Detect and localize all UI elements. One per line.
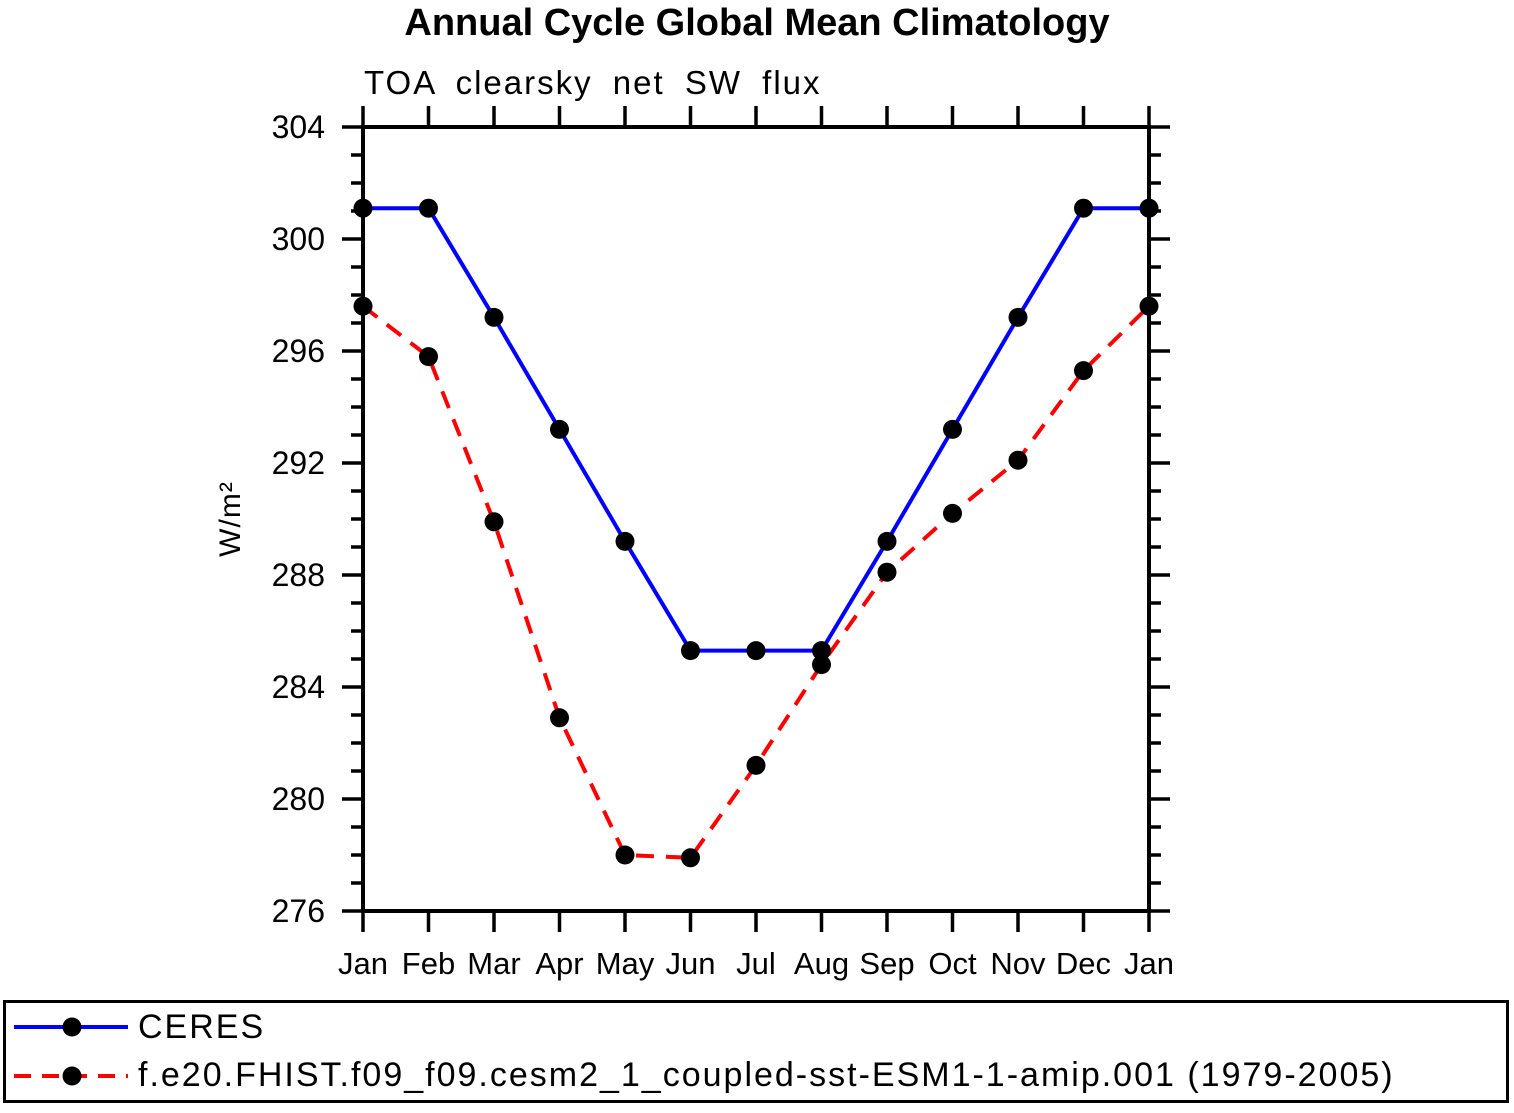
data-point-model <box>1139 296 1159 316</box>
y-tick-label: 304 <box>272 109 325 145</box>
y-tick-label: 284 <box>272 669 325 705</box>
data-point-model <box>746 755 766 775</box>
x-tick-label: Jul <box>736 946 776 981</box>
data-point-ceres <box>419 198 438 218</box>
y-tick-label: 292 <box>272 445 325 481</box>
data-point-model <box>943 503 962 523</box>
y-tick-label: 300 <box>272 221 325 257</box>
data-point-ceres <box>681 641 700 661</box>
x-tick-label: Mar <box>467 946 520 981</box>
legend-item-model: f.e20.FHIST.f09_f09.cesm2_1_coupled-sst-… <box>6 1052 1506 1101</box>
chart-subtitle: TOA clearsky net SW flux <box>364 64 822 101</box>
model-line-sample <box>14 1066 128 1086</box>
x-tick-label: Jan <box>338 946 388 981</box>
y-tick-label: 276 <box>272 893 325 929</box>
data-point-ceres <box>877 531 897 551</box>
data-point-ceres <box>1074 198 1093 218</box>
data-point-ceres <box>1008 307 1028 327</box>
x-tick-label: Feb <box>402 946 455 981</box>
x-tick-label: Oct <box>928 946 977 981</box>
y-tick-label: 280 <box>272 781 325 817</box>
data-point-ceres <box>353 198 373 218</box>
data-point-model <box>353 296 373 316</box>
legend-label-model: f.e20.FHIST.f09_f09.cesm2_1_coupled-sst-… <box>138 1056 1395 1095</box>
data-point-model <box>681 848 700 868</box>
legend-box: CERES f.e20.FHIST.f09_f09.cesm2_1_couple… <box>3 1000 1509 1103</box>
data-point-ceres <box>550 419 569 439</box>
series-line-ceres <box>363 206 1149 653</box>
data-point-model <box>419 347 438 367</box>
data-point-ceres <box>484 307 504 327</box>
x-tick-label: Aug <box>794 946 849 981</box>
y-tick-label: 288 <box>272 557 325 593</box>
x-tick-label: Nov <box>990 946 1046 981</box>
legend-label-ceres: CERES <box>138 1007 266 1046</box>
data-point-model <box>1074 361 1093 381</box>
series-line-model <box>361 304 1151 860</box>
x-tick-label: Sep <box>859 946 914 981</box>
data-point-model <box>484 512 504 532</box>
data-point-model <box>877 562 897 582</box>
plot-frame <box>361 125 1151 913</box>
x-tick-label: Dec <box>1056 946 1111 981</box>
legend-marker-model <box>62 1066 82 1086</box>
x-tick-label: May <box>596 946 655 981</box>
x-tick-label: Jan <box>1124 946 1174 981</box>
data-point-ceres <box>943 419 962 439</box>
legend-marker-ceres <box>62 1017 82 1037</box>
data-point-ceres <box>1139 198 1159 218</box>
data-point-model <box>812 655 831 675</box>
data-point-model <box>550 708 569 728</box>
ceres-line-sample <box>14 1017 128 1037</box>
chart-title: Annual Cycle Global Mean Climatology <box>404 2 1110 44</box>
data-point-ceres <box>615 531 635 551</box>
data-point-ceres <box>812 641 831 661</box>
legend-item-ceres: CERES <box>6 1003 1506 1052</box>
y-tick-label: 296 <box>272 333 325 369</box>
x-tick-label: Apr <box>535 946 583 981</box>
data-point-ceres <box>746 641 766 661</box>
data-point-model <box>615 845 635 865</box>
data-point-model <box>1008 450 1028 470</box>
x-tick-label: Jun <box>666 946 716 981</box>
